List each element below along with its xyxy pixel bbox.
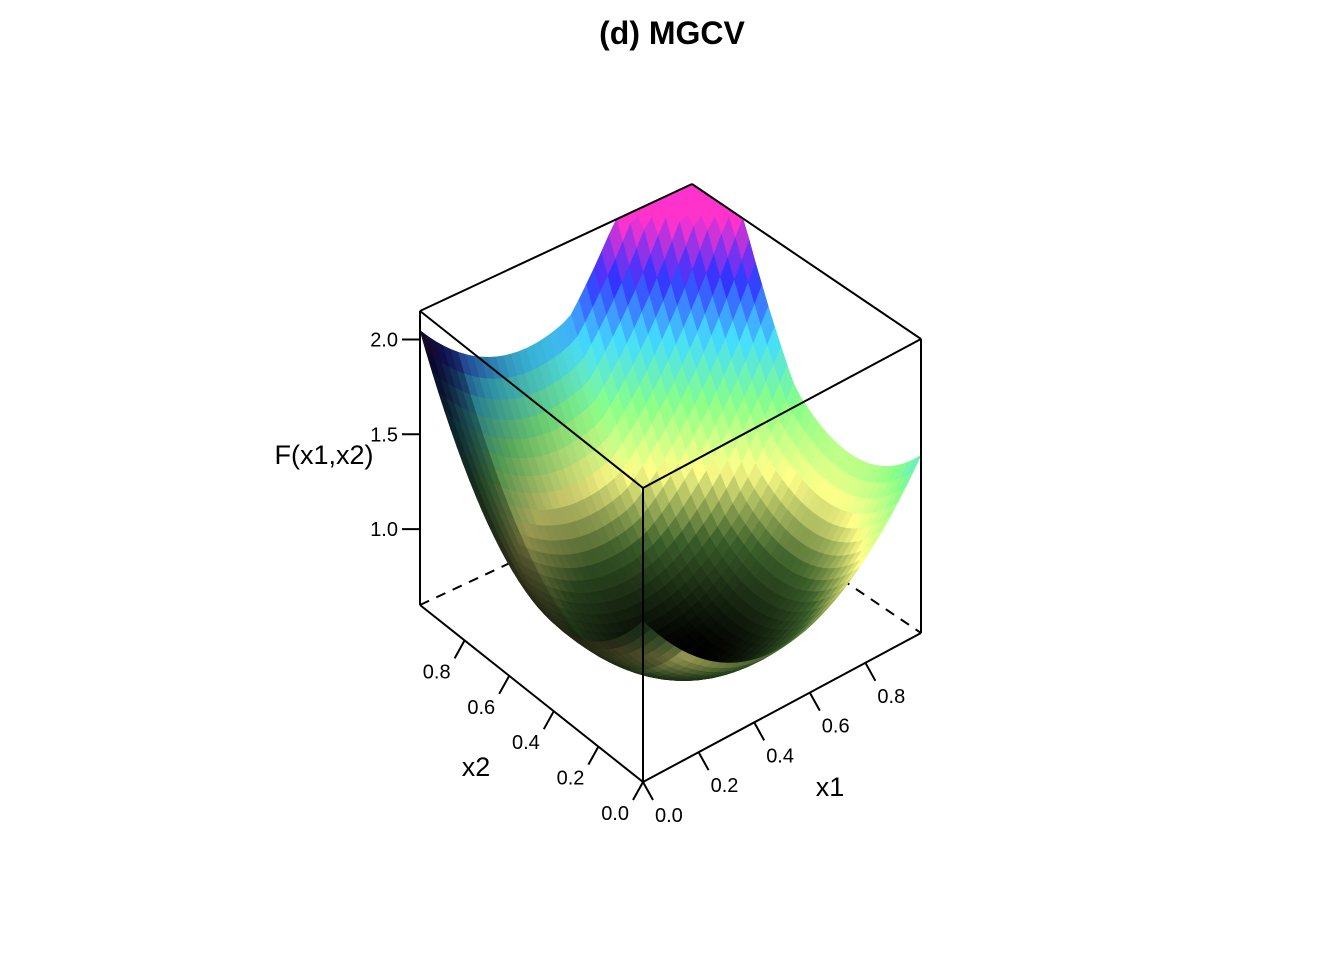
x2-tick-mark (453, 639, 466, 659)
x1-tick-mark (808, 692, 821, 712)
x1-axis: 0.0 0.2 0.4 0.6 0.8 (642, 662, 905, 827)
z-axis: 1.0 1.5 2.0 (370, 329, 420, 541)
x1-tick-label: 0.0 (655, 805, 683, 827)
x2-tick-mark (498, 675, 511, 695)
box-edge-top-x (642, 338, 922, 489)
z-axis-title: F(x1,x2) (274, 440, 373, 470)
x1-tick-mark (753, 721, 766, 741)
z-tick-label: 1.0 (370, 519, 398, 541)
box-edge-top-back-x (419, 183, 693, 312)
surface-mesh (419, 183, 922, 681)
x2-tick-label: 0.8 (423, 661, 451, 683)
x2-tick-label: 0.0 (601, 803, 629, 825)
x1-tick-label: 0.6 (822, 716, 850, 738)
box-edge-top-back-y (691, 183, 922, 340)
x1-tick-mark (864, 662, 877, 682)
x2-axis: 0.0 0.2 0.4 0.6 0.8 (423, 639, 644, 825)
x2-axis-title: x2 (462, 752, 491, 782)
z-tick-label: 2.0 (370, 329, 398, 351)
box-edge-top-y (419, 310, 644, 489)
x2-tick-label: 0.2 (557, 768, 585, 790)
x1-tick-label: 0.8 (877, 686, 905, 708)
x2-tick-mark (632, 781, 644, 801)
x2-tick-mark (587, 746, 600, 766)
front-box-edges (419, 183, 922, 783)
x2-tick-mark (542, 710, 555, 730)
x2-tick-label: 0.4 (512, 732, 540, 754)
box-edge-front-y (419, 604, 644, 783)
x2-tick-label: 0.6 (467, 697, 495, 719)
box-edge-front-x (642, 632, 922, 783)
x1-tick-label: 0.4 (766, 745, 794, 767)
chart-title: (d) MGCV (599, 15, 745, 51)
z-tick-label: 1.5 (370, 424, 398, 446)
x1-tick-mark (697, 751, 710, 771)
x1-tick-label: 0.2 (711, 775, 739, 797)
x1-tick-mark (642, 781, 654, 801)
x1-axis-title: x1 (816, 772, 845, 802)
